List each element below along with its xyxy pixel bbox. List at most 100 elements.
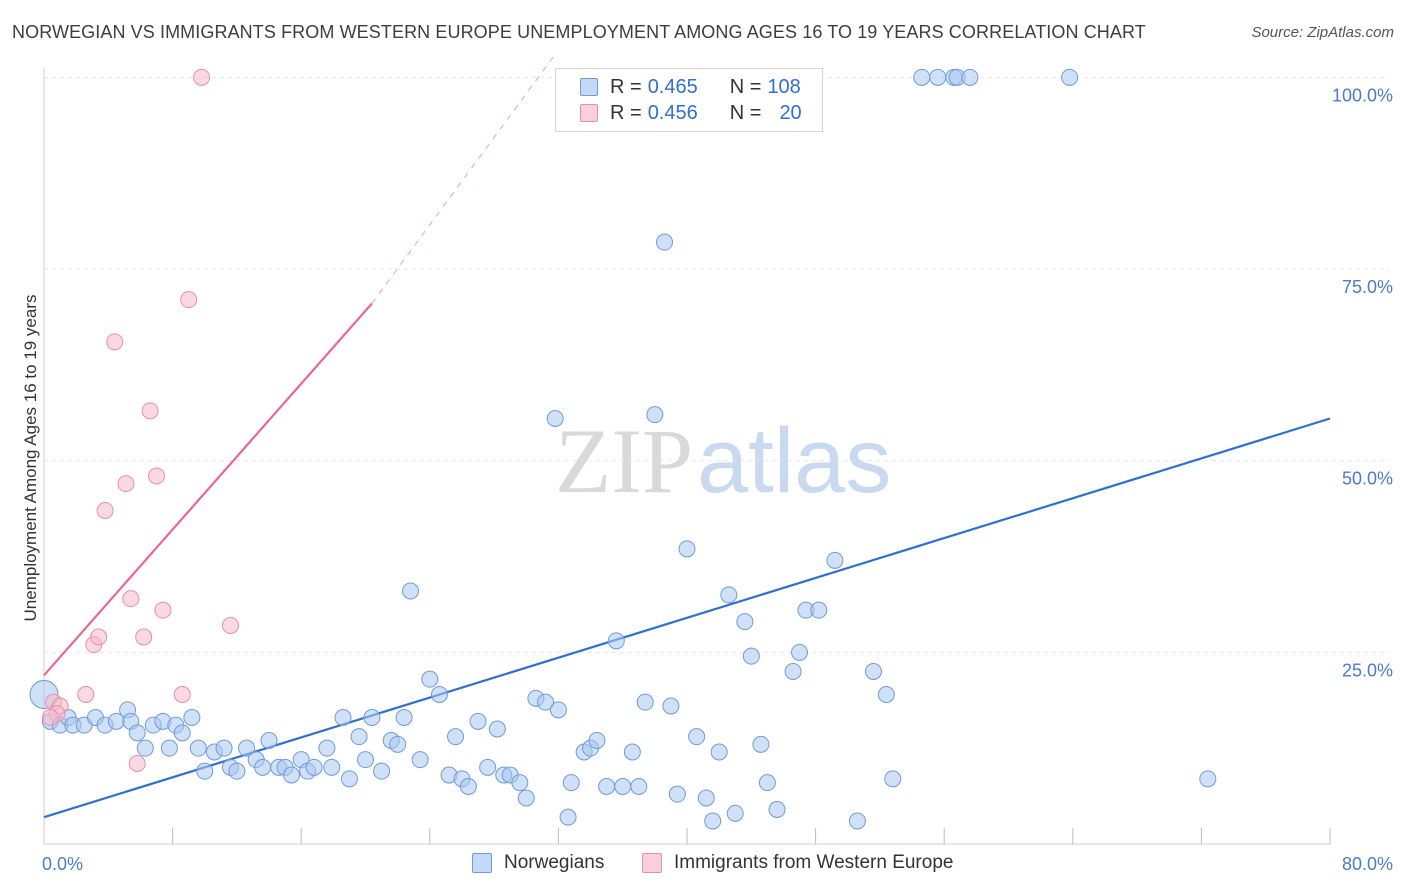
point-norwegians-20: [196, 762, 214, 780]
point-norwegians-24: [228, 762, 246, 780]
y-axis-label: Unemployment Among Ages 16 to 19 years: [21, 295, 40, 622]
point-norwegians-44: [389, 735, 407, 753]
data-points: [29, 68, 1217, 830]
point-norwegians-27: [254, 758, 272, 776]
point-immigrants-12: [148, 467, 166, 485]
point-norwegians-51: [447, 728, 465, 746]
point-norwegians-81: [688, 728, 706, 746]
legend-swatch-norwegians: [472, 853, 492, 873]
stats-legend: R = 0.465 N = 108 R = 0.456 N = 20: [555, 68, 823, 132]
legend-item-norwegians[interactable]: Norwegians: [472, 852, 604, 874]
point-norwegians-53: [459, 778, 477, 795]
point-norwegians-37: [334, 709, 352, 726]
legend-swatch-norwegians: [580, 78, 598, 96]
point-immigrants-6: [106, 333, 124, 351]
point-norwegians-96: [826, 551, 844, 569]
point-norwegians-99: [877, 686, 895, 703]
point-immigrants-13: [154, 601, 172, 619]
point-norwegians-71: [607, 632, 625, 650]
point-norwegians-45: [395, 709, 413, 726]
y-tick-label-3: 100.0%: [1332, 85, 1393, 105]
point-norwegians-72: [614, 778, 632, 795]
point-norwegians-98: [864, 663, 882, 680]
point-norwegians-93: [791, 643, 809, 661]
point-norwegians-83: [704, 812, 722, 830]
point-norwegians-70: [598, 778, 616, 795]
point-norwegians-91: [768, 801, 786, 818]
watermark-atlas: atlas: [697, 410, 892, 512]
tick-labels: 25.0% 50.0% 75.0% 100.0% 0.0% 80.0%: [42, 85, 1393, 874]
legend-n-value: 20: [779, 101, 802, 124]
point-norwegians-34: [305, 758, 323, 776]
point-norwegians-38: [340, 770, 358, 788]
point-norwegians-25: [238, 739, 256, 757]
point-norwegians-97: [848, 812, 866, 830]
point-norwegians-18: [183, 709, 201, 726]
chart-title: NORWEGIAN VS IMMIGRANTS FROM WESTERN EUR…: [12, 22, 1146, 42]
point-immigrants-2: [77, 686, 95, 703]
point-immigrants-7: [117, 475, 135, 493]
trend-line-0: [43, 417, 1331, 819]
trend-extension-1: [371, 54, 556, 304]
point-norwegians-105: [961, 68, 979, 86]
point-norwegians-40: [357, 751, 374, 769]
point-norwegians-49: [430, 686, 448, 703]
point-immigrants-9: [128, 755, 146, 772]
point-norwegians-56: [488, 720, 506, 738]
point-norwegians-106: [1061, 68, 1079, 86]
point-norwegians-59: [511, 774, 529, 792]
point-norwegians-46: [402, 582, 420, 600]
legend-item-immigrants[interactable]: Immigrants from Western Europe: [642, 852, 953, 874]
legend-row-norwegians: R = 0.465 N = 108: [580, 75, 801, 99]
point-norwegians-19: [189, 739, 207, 757]
x-tick-label-1: 80.0%: [1342, 854, 1393, 874]
legend-label-immigrants: Immigrants from Western Europe: [674, 852, 954, 873]
legend-label-norwegians: Norwegians: [504, 852, 605, 873]
point-norwegians-62: [537, 693, 555, 711]
point-norwegians-69: [588, 732, 606, 749]
point-norwegians-90: [758, 774, 776, 792]
point-norwegians-80: [678, 540, 696, 558]
point-norwegians-82: [697, 789, 715, 807]
point-norwegians-92: [784, 663, 802, 680]
point-norwegians-42: [373, 762, 391, 780]
watermark: ZIPatlas: [555, 408, 891, 514]
chart-source: Source: ZipAtlas.com: [1251, 24, 1394, 41]
point-norwegians-64: [549, 701, 567, 719]
point-norwegians-22: [215, 739, 233, 757]
point-norwegians-84: [710, 743, 728, 761]
point-norwegians-15: [160, 739, 178, 757]
point-immigrants-15: [180, 291, 198, 309]
point-norwegians-86: [726, 804, 744, 822]
trend-lines: [43, 54, 1331, 819]
point-norwegians-54: [469, 712, 487, 730]
legend-swatch-immigrants: [642, 853, 662, 873]
legend-r-value: 0.456: [647, 101, 698, 124]
point-norwegians-63: [546, 410, 564, 427]
point-norwegians-95: [810, 601, 828, 619]
gridlines: [44, 76, 1390, 653]
point-norwegians-74: [630, 778, 648, 795]
point-norwegians-36: [323, 758, 341, 776]
y-tick-label-2: 75.0%: [1342, 277, 1393, 297]
point-immigrants-5: [96, 502, 114, 519]
point-norwegians-78: [662, 697, 680, 715]
point-norwegians-48: [421, 670, 439, 688]
point-norwegians-88: [742, 647, 760, 665]
legend-row-immigrants: R = 0.456 N = 20: [580, 101, 802, 125]
x-tick-label-0: 0.0%: [42, 854, 83, 874]
point-norwegians-87: [736, 613, 754, 631]
point-norwegians-101: [913, 68, 931, 86]
point-norwegians-17: [173, 724, 191, 742]
legend-r-label: R =: [610, 101, 642, 124]
point-norwegians-39: [350, 728, 368, 746]
point-norwegians-35: [318, 739, 336, 757]
point-norwegians-100: [884, 770, 902, 788]
point-norwegians-76: [646, 406, 664, 424]
point-norwegians-73: [623, 743, 641, 761]
legend-n-label: N =: [729, 101, 762, 124]
point-norwegians-107: [1199, 770, 1217, 788]
point-immigrants-19: [41, 709, 59, 726]
legend-n-label: N =: [729, 75, 762, 98]
